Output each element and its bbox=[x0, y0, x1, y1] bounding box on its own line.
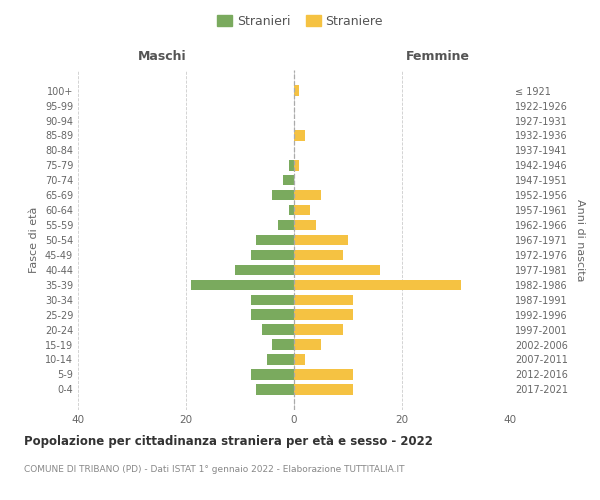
Y-axis label: Fasce di età: Fasce di età bbox=[29, 207, 39, 273]
Bar bbox=[294, 220, 316, 230]
Bar bbox=[294, 324, 343, 335]
Y-axis label: Anni di nascita: Anni di nascita bbox=[575, 198, 584, 281]
Bar bbox=[251, 294, 294, 305]
Bar bbox=[294, 384, 353, 394]
Bar bbox=[289, 205, 294, 216]
Bar bbox=[294, 160, 299, 170]
Bar bbox=[256, 384, 294, 394]
Bar bbox=[272, 340, 294, 349]
Bar bbox=[251, 250, 294, 260]
Bar bbox=[262, 324, 294, 335]
Bar bbox=[191, 280, 294, 290]
Bar bbox=[294, 369, 353, 380]
Text: Maschi: Maschi bbox=[137, 50, 187, 62]
Bar bbox=[294, 340, 321, 349]
Bar bbox=[294, 310, 353, 320]
Bar bbox=[294, 294, 353, 305]
Bar bbox=[294, 250, 343, 260]
Bar bbox=[294, 354, 305, 364]
Bar bbox=[289, 160, 294, 170]
Bar bbox=[294, 130, 305, 140]
Bar bbox=[267, 354, 294, 364]
Bar bbox=[294, 235, 348, 245]
Bar bbox=[251, 310, 294, 320]
Bar bbox=[278, 220, 294, 230]
Bar bbox=[251, 369, 294, 380]
Text: Femmine: Femmine bbox=[406, 50, 470, 62]
Bar bbox=[294, 264, 380, 275]
Bar bbox=[294, 190, 321, 200]
Text: Popolazione per cittadinanza straniera per età e sesso - 2022: Popolazione per cittadinanza straniera p… bbox=[24, 435, 433, 448]
Bar bbox=[272, 190, 294, 200]
Text: COMUNE DI TRIBANO (PD) - Dati ISTAT 1° gennaio 2022 - Elaborazione TUTTITALIA.IT: COMUNE DI TRIBANO (PD) - Dati ISTAT 1° g… bbox=[24, 465, 404, 474]
Bar bbox=[294, 205, 310, 216]
Bar bbox=[235, 264, 294, 275]
Bar bbox=[294, 280, 461, 290]
Legend: Stranieri, Straniere: Stranieri, Straniere bbox=[213, 11, 387, 32]
Bar bbox=[294, 86, 299, 96]
Bar bbox=[283, 175, 294, 186]
Bar bbox=[256, 235, 294, 245]
